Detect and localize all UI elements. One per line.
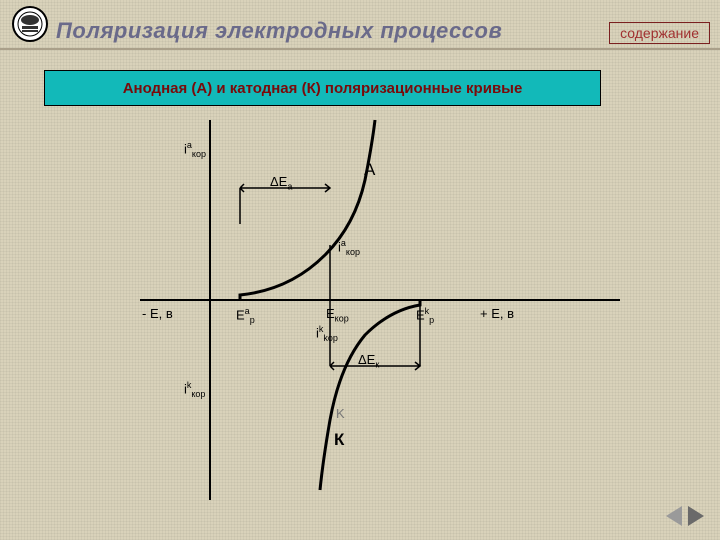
label-K_small: K	[336, 406, 345, 421]
nav-prev-button[interactable]	[666, 506, 682, 526]
nav-next-button[interactable]	[688, 506, 704, 526]
label-ik_kor_bottom: ikкор	[184, 380, 205, 399]
slide: Поляризация электродных процессов содерж…	[0, 0, 720, 540]
polarization-diagram: iaкор ikкор - E, в + E, в Eaр Eкор Ekр ΔEa ΔEк ia…	[140, 120, 620, 500]
label-ia_kor_top: iaкор	[184, 140, 206, 159]
label-dEk: ΔEк	[358, 352, 379, 370]
label-A: A	[364, 160, 375, 180]
label-Ea_p: Eaр	[236, 306, 255, 325]
subtitle-box: Анодная (А) и катодная (К) поляризационн…	[44, 70, 601, 106]
label-x_left: - E, в	[142, 306, 173, 321]
nav-controls	[666, 506, 704, 526]
label-E_kor: Eкор	[326, 306, 349, 324]
logo	[10, 4, 50, 44]
label-ia_kor_mid: iaкор	[338, 238, 360, 257]
anodic-curve	[240, 120, 375, 300]
toc-button[interactable]: содержание	[609, 22, 710, 44]
title-underline	[0, 48, 720, 50]
label-x_right: + E, в	[480, 306, 514, 321]
diagram-svg	[140, 120, 620, 500]
label-Ek_p: Ekр	[416, 306, 434, 325]
subtitle-text: Анодная (А) и катодная (К) поляризационн…	[123, 80, 523, 97]
label-dEa: ΔEa	[270, 174, 292, 192]
page-title: Поляризация электродных процессов	[56, 18, 502, 44]
label-K_big: К	[334, 430, 344, 450]
label-ik_kor_mid: ikkор	[316, 324, 338, 343]
